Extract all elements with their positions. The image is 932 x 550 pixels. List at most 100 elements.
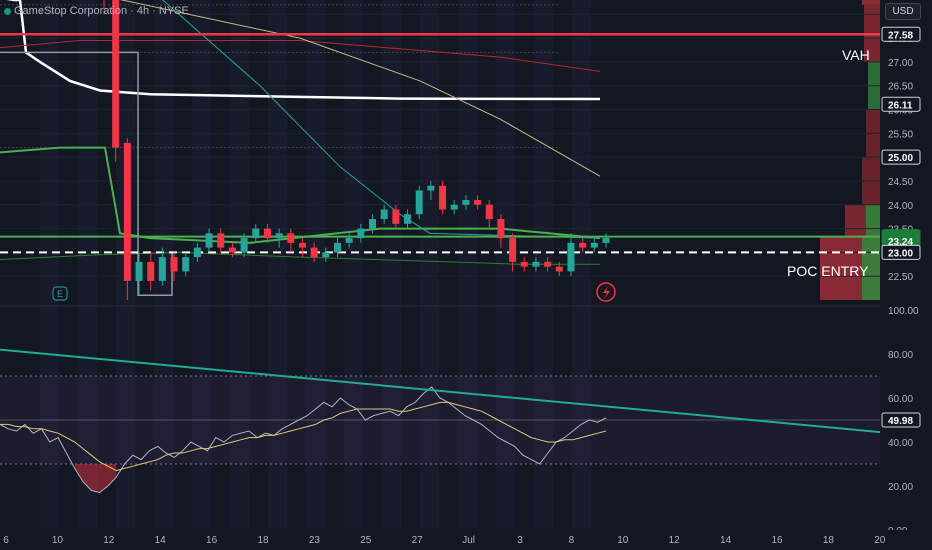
stripe <box>192 0 211 528</box>
time-tick-label: Jul <box>462 535 475 546</box>
candle-body <box>462 200 470 205</box>
candle-body <box>275 233 283 239</box>
candle <box>205 228 213 253</box>
price-label-23.00: 23.00 <box>888 248 913 259</box>
time-tick-label: 10 <box>52 535 64 546</box>
price-tick-label: 24.00 <box>888 201 913 212</box>
symbol-header[interactable]: GameStop Corporation · 4h · NYSE <box>4 5 189 17</box>
candle-body <box>135 261 143 281</box>
candle-body <box>369 219 377 229</box>
level-labels: VAH POC ENTRY <box>787 47 870 279</box>
candle <box>602 233 610 248</box>
stripe <box>306 0 325 528</box>
candle-body <box>590 242 598 248</box>
time-tick-label: 10 <box>617 535 629 546</box>
candle <box>252 223 260 243</box>
candle-body <box>497 219 505 239</box>
candle-body <box>263 228 271 239</box>
candle-body <box>520 261 528 267</box>
moving-averages <box>0 0 601 296</box>
candle-body <box>380 209 388 220</box>
currency-button[interactable]: USD <box>885 3 921 20</box>
price-label-25.00: 25.00 <box>888 153 913 164</box>
stripe <box>230 0 249 528</box>
price-label-box <box>881 244 921 260</box>
candle <box>485 200 493 229</box>
candle <box>135 252 143 296</box>
volume-bar <box>862 0 880 5</box>
time-axis[interactable]: 6 10 12 14 16 18 23 25 27 Jul 3 8 10 12 14 16 18 20 <box>0 530 932 550</box>
candle <box>567 233 575 277</box>
candle-body <box>123 142 131 281</box>
axis-background <box>880 0 932 550</box>
poc-entry-label: POC ENTRY <box>787 263 869 279</box>
candle-body <box>427 185 435 191</box>
rsi-value-label: 49.98 <box>888 416 913 427</box>
candle <box>509 233 517 272</box>
rsi-tick-label: 80.00 <box>888 350 913 361</box>
rsi-trendline <box>0 348 881 434</box>
candle <box>287 228 295 253</box>
candle <box>275 228 283 248</box>
lightning-icon[interactable] <box>596 282 616 302</box>
candle-body <box>357 228 365 239</box>
price-label-box <box>881 149 921 165</box>
rsi-pane <box>0 305 932 494</box>
candle <box>103 0 105 15</box>
time-tick-label: 14 <box>720 535 732 546</box>
candle-body <box>170 257 178 272</box>
candle-body <box>252 228 260 239</box>
volume-profile <box>820 0 880 300</box>
volume-bar <box>866 204 880 237</box>
stripe <box>382 0 401 528</box>
rsi-tick-label: 40.00 <box>888 438 913 449</box>
vah-label: VAH <box>842 47 870 63</box>
candle-body <box>158 257 166 281</box>
candle <box>544 257 552 272</box>
candle <box>357 223 365 243</box>
candle <box>404 209 412 229</box>
time-tick-label: 18 <box>257 535 269 546</box>
time-tick-label: 27 <box>412 535 424 546</box>
candle <box>322 247 330 262</box>
price-tick-label: 25.50 <box>888 129 913 140</box>
candle <box>345 233 353 248</box>
rsi-tick-label: 100.00 <box>888 306 919 317</box>
candle-body <box>509 238 517 262</box>
candle <box>298 238 306 258</box>
candle-body <box>182 257 190 272</box>
candle-body <box>392 209 400 224</box>
candle-body <box>322 252 330 258</box>
time-tick-label: 14 <box>155 535 167 546</box>
candle-body <box>602 238 610 243</box>
candle-body <box>485 204 493 220</box>
candle-body <box>415 190 423 215</box>
candle <box>462 195 470 210</box>
rsi-oversold-fill <box>74 464 117 493</box>
time-tick-label: 12 <box>669 535 681 546</box>
candle-body <box>333 242 341 253</box>
rsi-ma-line <box>0 401 607 472</box>
rsi-tick-label: 60.00 <box>888 394 913 405</box>
rsi-label-box <box>881 412 921 428</box>
candle <box>369 214 377 234</box>
candle <box>193 242 201 262</box>
candle-body <box>532 261 540 267</box>
price-axis[interactable]: 22.5023.0023.5024.0024.5025.0025.5026.00… <box>880 0 932 550</box>
time-tick-label: 3 <box>517 535 523 546</box>
rsi-tick-label: 20.00 <box>888 482 913 493</box>
time-tick-label: 8 <box>569 535 575 546</box>
candle <box>228 242 236 258</box>
candle <box>427 180 435 200</box>
ma-green-fast-line <box>0 146 601 244</box>
price-label-27.58: 27.58 <box>888 30 913 41</box>
ma-teal-line <box>161 0 601 239</box>
candle-body <box>310 247 318 258</box>
candlesticks[interactable] <box>101 0 610 300</box>
candle-body <box>474 200 482 205</box>
time-tick-label: 16 <box>206 535 218 546</box>
candle <box>112 0 120 162</box>
earnings-marker[interactable]: E <box>52 286 68 301</box>
candle <box>555 261 563 277</box>
